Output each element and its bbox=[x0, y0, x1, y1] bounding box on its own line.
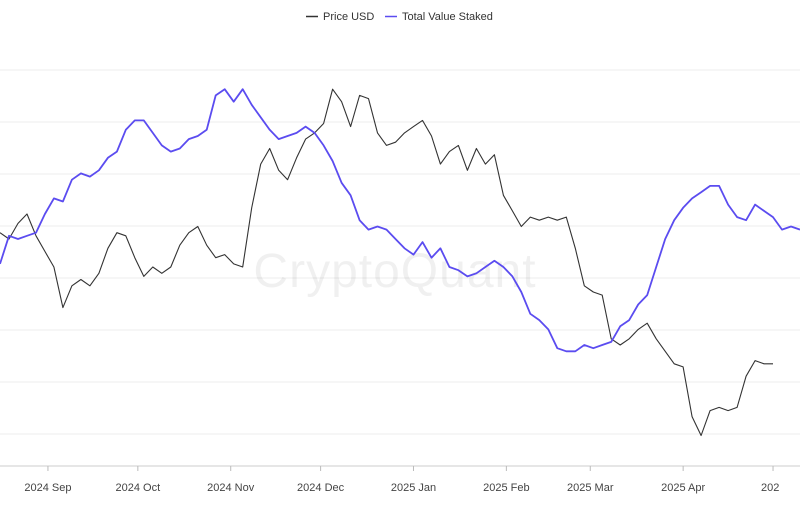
watermark-text: CryptoQuant bbox=[253, 245, 536, 298]
x-tick-label: 2024 Sep bbox=[24, 482, 71, 494]
legend-item-price-usd[interactable]: Price USD bbox=[306, 11, 374, 23]
x-tick-label: 2025 Mar bbox=[567, 482, 614, 494]
x-tick-label: 2025 Feb bbox=[483, 482, 529, 494]
series-lines bbox=[0, 88, 800, 437]
series-line-total-value-staked bbox=[0, 88, 800, 353]
x-tick-label: 202 bbox=[761, 482, 779, 494]
x-axis-ticks: 2024 Sep 2024 Oct 2024 Nov 2024 Dec 2025 Jan… bbox=[24, 466, 779, 494]
x-tick-label: 2024 Oct bbox=[116, 482, 161, 494]
legend-item-total-value-staked[interactable]: Total Value Staked bbox=[385, 11, 493, 23]
x-tick-label: 2024 Nov bbox=[207, 482, 255, 494]
legend-label-price-usd: Price USD bbox=[323, 11, 374, 23]
legend[interactable]: Price USD Total Value Staked bbox=[306, 11, 493, 23]
x-tick-label: 2024 Dec bbox=[297, 482, 345, 494]
x-tick-label: 2025 Apr bbox=[661, 482, 705, 494]
x-tick-label: 2025 Jan bbox=[391, 482, 436, 494]
series-line-price-usd bbox=[0, 88, 773, 437]
legend-label-total-value-staked: Total Value Staked bbox=[402, 11, 493, 23]
